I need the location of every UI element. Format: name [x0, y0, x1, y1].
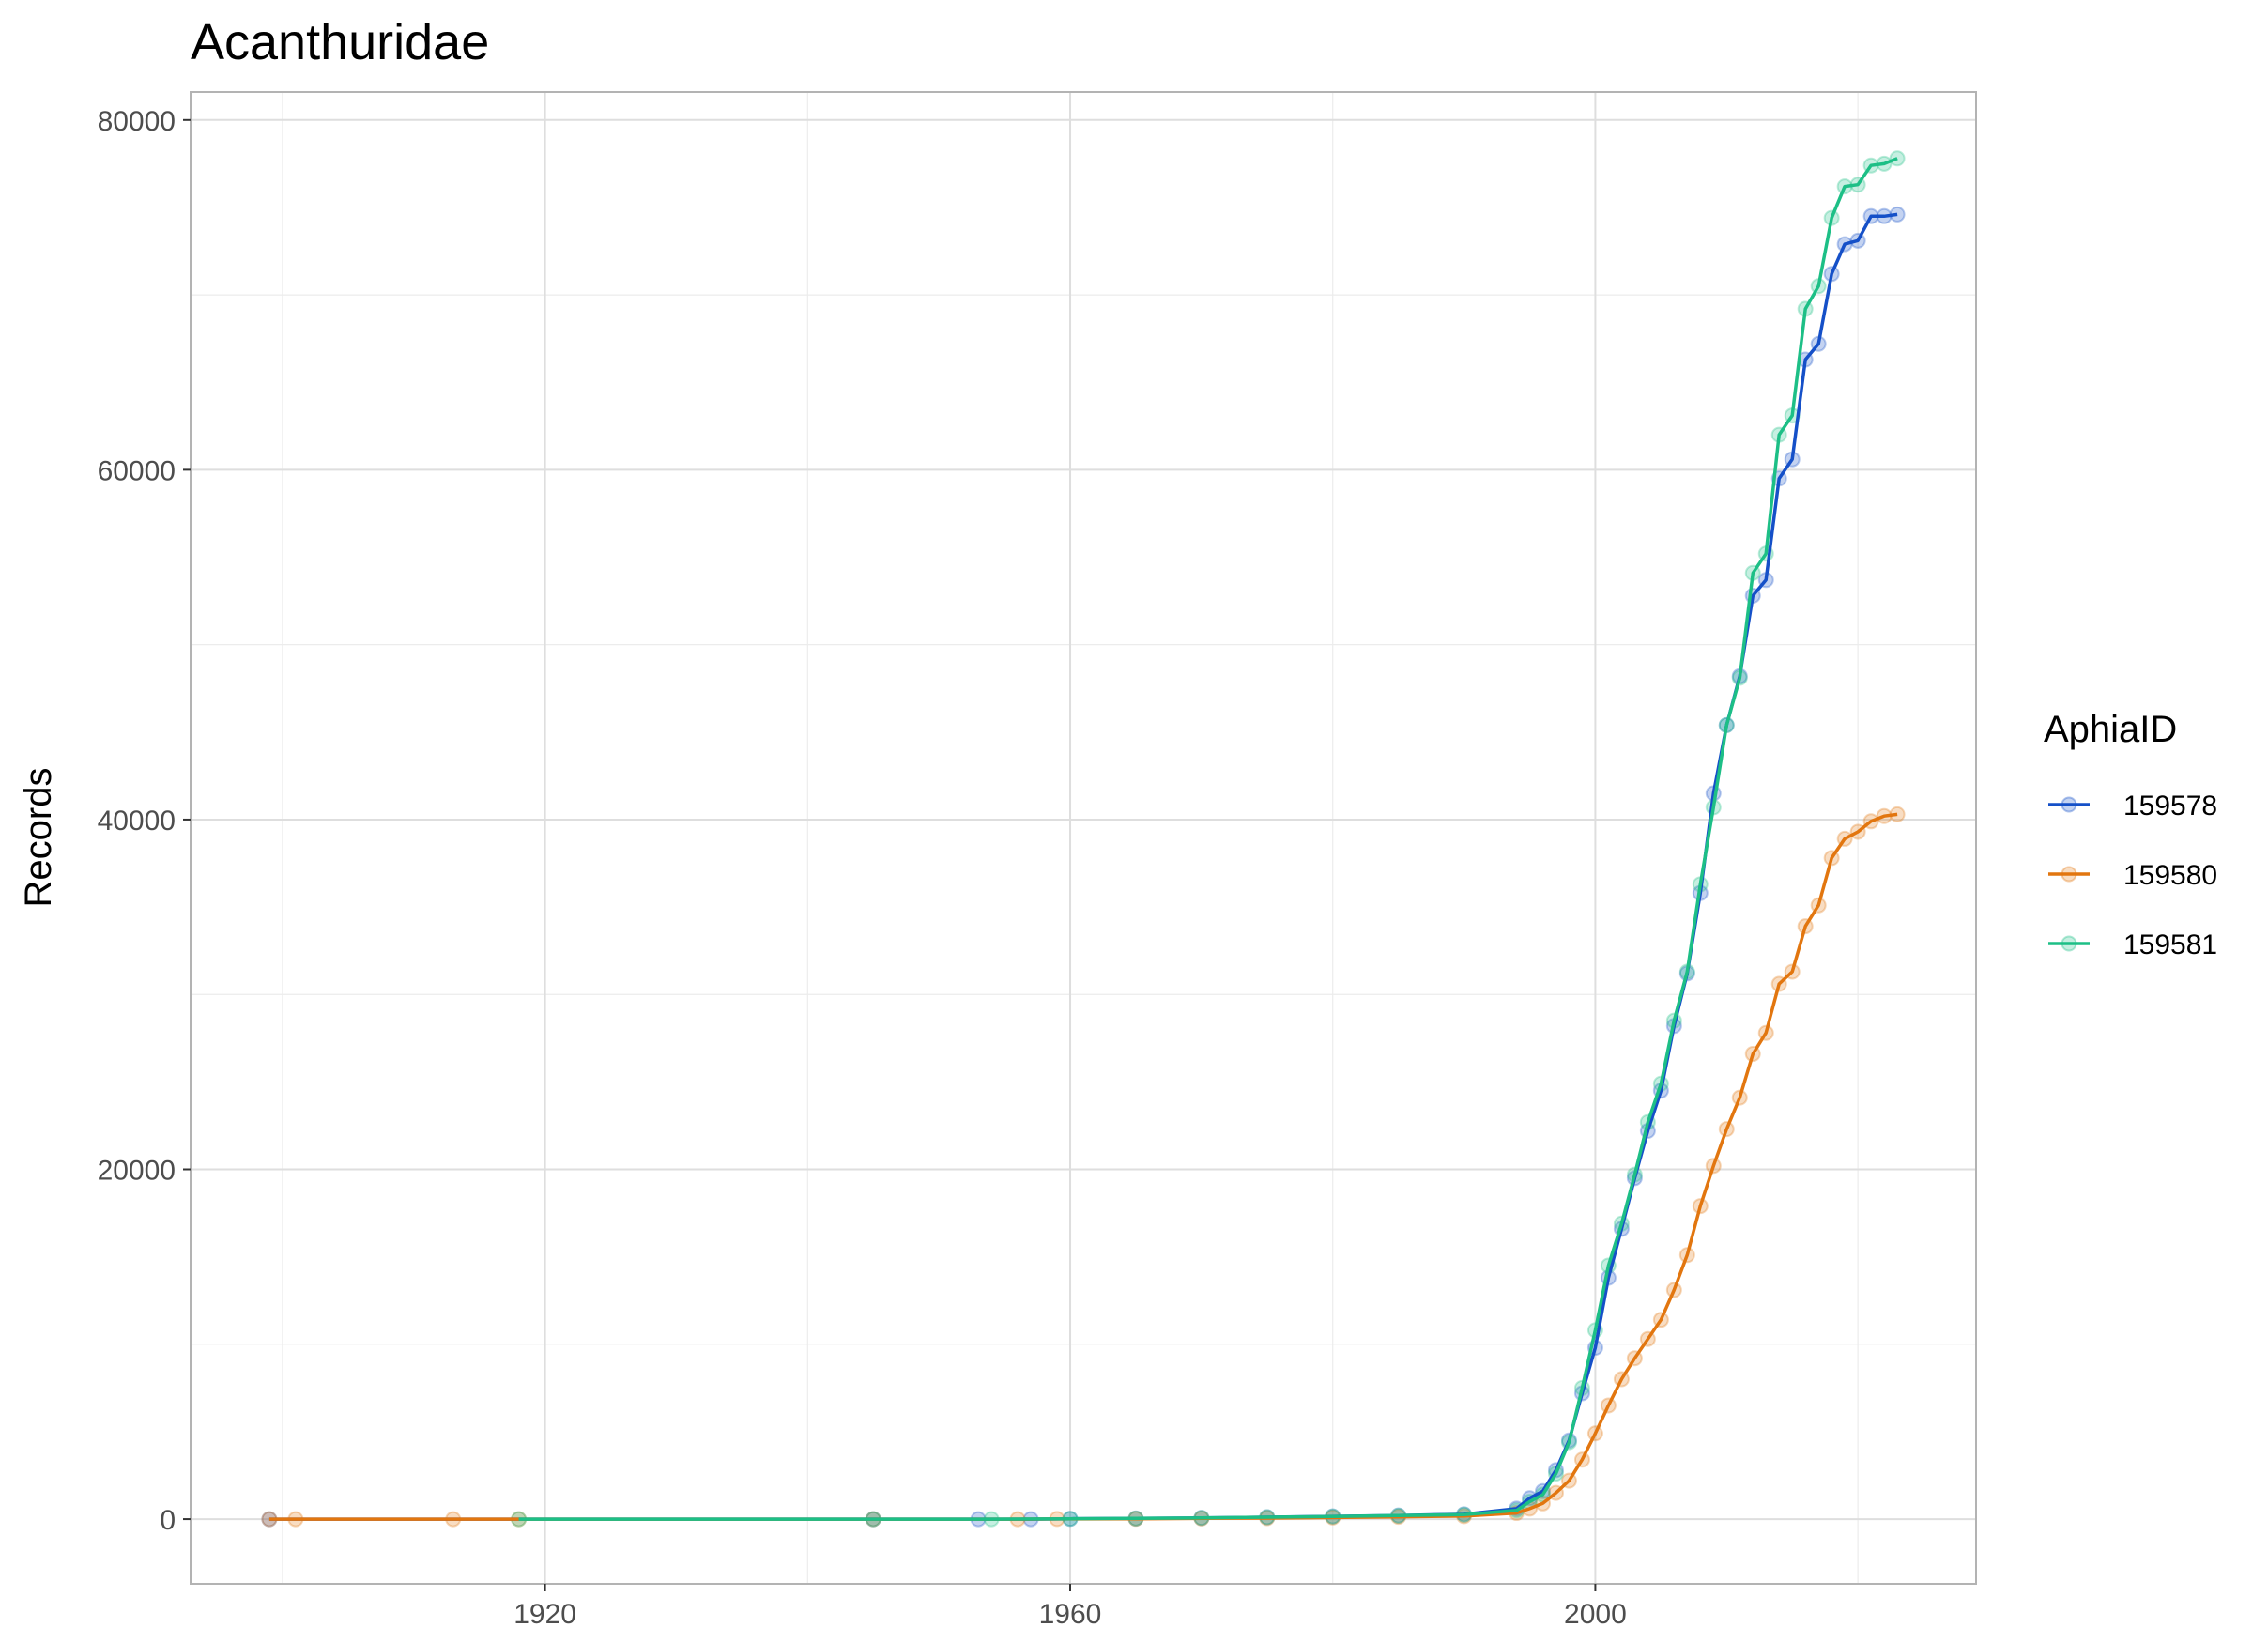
x-axis: 1920 1960 2000 [513, 1584, 1627, 1630]
y-tick-label: 20000 [98, 1156, 176, 1187]
x-tick-label: 1960 [1039, 1599, 1102, 1630]
y-tick-label: 60000 [98, 455, 176, 486]
series-line-159578 [268, 212, 1898, 1521]
series-159580 [261, 806, 1906, 1528]
legend-key-point [2061, 866, 2077, 883]
legend-title: AphiaID [2044, 709, 2177, 750]
legend-label: 159578 [2123, 791, 2217, 822]
series-line-159580 [268, 812, 1898, 1521]
legend-label: 159580 [2123, 860, 2217, 891]
y-tick-label: 80000 [98, 106, 176, 137]
series-159581 [511, 150, 1906, 1528]
legend: AphiaID 159578 159580 159581 [2044, 709, 2217, 960]
y-tick-label: 40000 [98, 806, 176, 837]
y-axis-label: Records [18, 768, 59, 908]
chart-title: Acanthuridae [191, 14, 489, 70]
series-159578 [261, 206, 1906, 1528]
series-line-159581 [518, 157, 1898, 1521]
plot-panel [190, 91, 1977, 1585]
x-tick-label: 1920 [513, 1599, 576, 1630]
legend-label: 159581 [2123, 929, 2217, 960]
legend-item-159580: 159580 [2048, 860, 2217, 891]
y-tick-label: 0 [160, 1505, 176, 1536]
legend-item-159578: 159578 [2048, 791, 2217, 822]
legend-key-point [2061, 935, 2077, 952]
y-axis: 0 20000 40000 60000 80000 [98, 106, 191, 1536]
legend-item-159581: 159581 [2048, 929, 2217, 960]
x-tick-label: 2000 [1564, 1599, 1627, 1630]
legend-key-point [2061, 796, 2077, 813]
series-layer [261, 150, 1906, 1528]
